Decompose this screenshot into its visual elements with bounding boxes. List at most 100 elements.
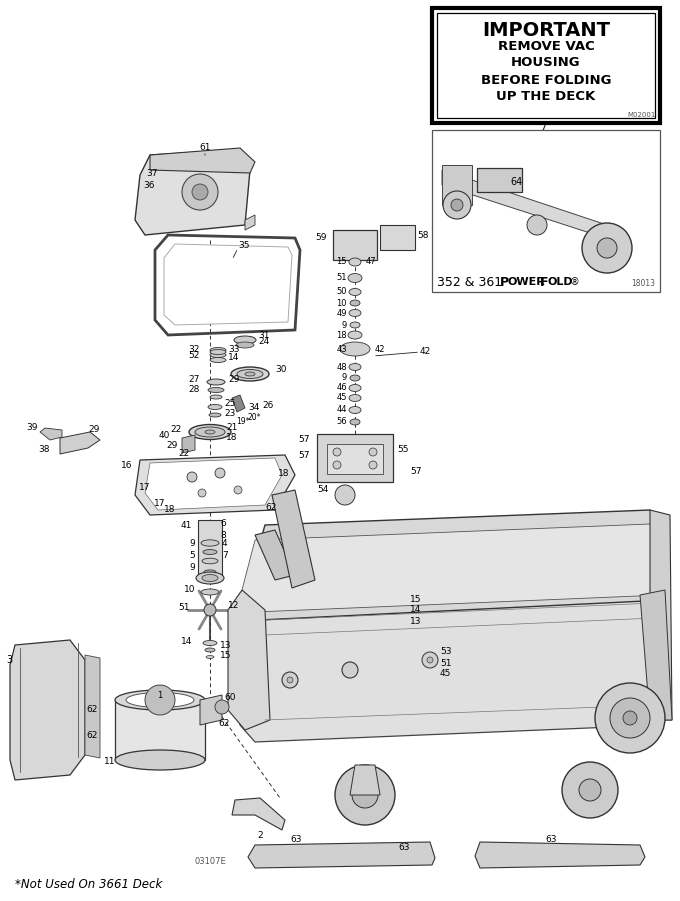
Circle shape	[451, 199, 463, 211]
Circle shape	[597, 238, 617, 258]
Ellipse shape	[207, 379, 225, 385]
Circle shape	[422, 652, 438, 668]
Circle shape	[352, 782, 378, 808]
Text: F: F	[540, 276, 549, 288]
Polygon shape	[232, 395, 245, 412]
Text: 16: 16	[120, 460, 132, 469]
Polygon shape	[40, 428, 62, 440]
Text: BEFORE FOLDING: BEFORE FOLDING	[481, 74, 611, 86]
Circle shape	[623, 711, 637, 725]
Text: 51: 51	[337, 274, 347, 283]
Circle shape	[369, 448, 377, 456]
Text: 18: 18	[337, 331, 347, 340]
Circle shape	[287, 677, 293, 683]
Ellipse shape	[348, 274, 362, 283]
Text: 39: 39	[27, 423, 38, 432]
Circle shape	[610, 698, 650, 738]
Text: 41: 41	[181, 521, 192, 530]
Ellipse shape	[349, 363, 361, 370]
Text: 28: 28	[188, 386, 200, 395]
Text: 62: 62	[86, 705, 98, 714]
Text: 38: 38	[39, 445, 50, 454]
Circle shape	[579, 779, 601, 801]
Text: 62: 62	[218, 720, 229, 729]
Text: 9: 9	[189, 540, 195, 549]
Circle shape	[204, 604, 216, 616]
Text: M02001: M02001	[628, 112, 656, 118]
Ellipse shape	[189, 424, 231, 440]
Text: 47: 47	[366, 258, 377, 267]
Bar	[380, 225, 415, 250]
Text: 59: 59	[316, 233, 327, 242]
Text: 62: 62	[86, 731, 98, 740]
Circle shape	[443, 191, 471, 219]
Text: 63: 63	[290, 835, 301, 844]
Polygon shape	[85, 655, 100, 758]
Text: 51: 51	[440, 659, 452, 668]
Ellipse shape	[349, 310, 361, 316]
Polygon shape	[442, 165, 472, 205]
Text: 3: 3	[6, 655, 12, 665]
Circle shape	[335, 765, 395, 825]
Bar	[432, 8, 660, 123]
Ellipse shape	[349, 395, 361, 402]
Text: 19*: 19*	[236, 416, 250, 425]
Text: 34: 34	[248, 404, 259, 413]
Polygon shape	[248, 842, 435, 868]
Polygon shape	[477, 168, 522, 192]
Text: 18: 18	[226, 432, 237, 441]
Polygon shape	[232, 798, 285, 830]
Text: 45: 45	[337, 394, 347, 403]
Polygon shape	[115, 700, 205, 760]
Circle shape	[527, 215, 547, 235]
Text: 9: 9	[342, 321, 347, 330]
Polygon shape	[350, 765, 380, 795]
Text: 36: 36	[143, 180, 155, 189]
Ellipse shape	[245, 372, 255, 376]
Text: 9: 9	[189, 563, 195, 572]
Bar	[432, 130, 660, 292]
Text: 54: 54	[318, 486, 329, 495]
Bar	[317, 434, 393, 482]
Ellipse shape	[205, 648, 215, 652]
Ellipse shape	[350, 322, 360, 328]
Text: 15: 15	[220, 651, 231, 660]
Ellipse shape	[115, 750, 205, 770]
Ellipse shape	[202, 559, 218, 564]
Text: 57: 57	[299, 435, 310, 444]
Text: 42: 42	[420, 348, 431, 357]
Text: 57: 57	[410, 468, 422, 477]
Polygon shape	[200, 695, 222, 725]
Text: ®: ®	[570, 277, 580, 287]
Text: OWER: OWER	[507, 277, 545, 287]
Text: OLD: OLD	[547, 277, 573, 287]
Text: 63: 63	[545, 835, 556, 844]
Text: 29: 29	[88, 425, 99, 434]
Polygon shape	[640, 590, 672, 720]
Polygon shape	[272, 490, 315, 588]
Text: 63: 63	[398, 842, 409, 851]
Bar	[437, 13, 655, 118]
Text: 24: 24	[258, 338, 269, 347]
Text: 30: 30	[275, 366, 286, 375]
Text: 5: 5	[189, 551, 195, 560]
Ellipse shape	[201, 540, 219, 546]
Polygon shape	[475, 842, 645, 868]
Text: 17: 17	[154, 498, 165, 507]
Ellipse shape	[210, 352, 226, 358]
Text: 14: 14	[181, 636, 192, 645]
Circle shape	[145, 685, 175, 715]
Circle shape	[182, 174, 218, 210]
Text: 12: 12	[228, 600, 239, 609]
Text: 51: 51	[178, 604, 190, 613]
Circle shape	[282, 672, 298, 688]
Text: 25: 25	[224, 398, 235, 407]
Text: 11: 11	[103, 758, 115, 767]
Text: 57: 57	[299, 450, 310, 460]
Ellipse shape	[206, 656, 214, 659]
Circle shape	[333, 448, 341, 456]
Ellipse shape	[236, 342, 254, 348]
Ellipse shape	[350, 419, 360, 425]
Circle shape	[192, 184, 208, 200]
Text: 22: 22	[171, 425, 182, 434]
